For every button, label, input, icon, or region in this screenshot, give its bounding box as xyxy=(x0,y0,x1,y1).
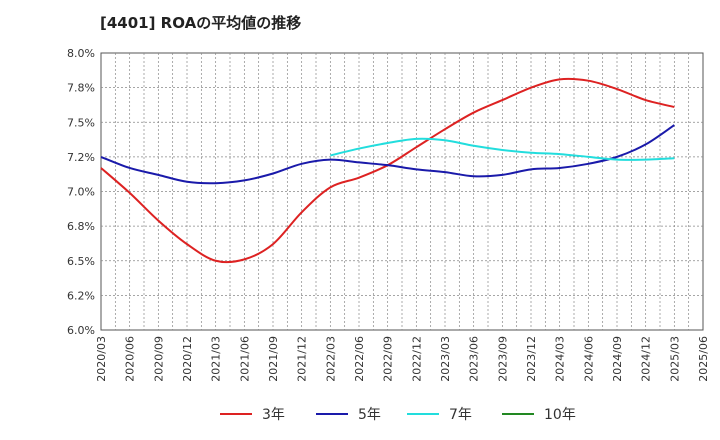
grid xyxy=(100,52,704,331)
legend-label: 3年 xyxy=(262,407,285,423)
x-tick-label: 2022/09 xyxy=(382,336,395,382)
y-tick-label: 6.2% xyxy=(67,289,95,302)
legend-label: 10年 xyxy=(544,407,576,423)
x-tick-label: 2020/12 xyxy=(181,336,194,382)
x-tick-label: 2022/12 xyxy=(410,336,423,382)
x-tick-label: 2021/06 xyxy=(238,336,251,382)
legend: 3年 5年 7年 10年 xyxy=(220,407,576,423)
x-tick-label: 2024/03 xyxy=(554,336,567,382)
y-axis: 8.0% 7.8% 7.5% 7.2% 7.0% 6.8% 6.5% 6.2% 6.0% xyxy=(67,47,95,337)
x-tick-label: 2021/09 xyxy=(267,336,280,382)
legend-label: 7年 xyxy=(449,407,472,423)
x-tick-label: 2021/03 xyxy=(210,336,223,382)
x-tick-label: 2023/12 xyxy=(525,336,538,382)
x-tick-label: 2022/06 xyxy=(353,336,366,382)
y-tick-label: 7.8% xyxy=(67,82,95,95)
x-tick-label: 2020/06 xyxy=(124,336,137,382)
series-line-2 xyxy=(330,137,675,161)
x-tick-label: 2020/09 xyxy=(152,336,165,382)
x-tick-label: 2024/06 xyxy=(582,336,595,382)
y-tick-label: 6.5% xyxy=(67,255,95,268)
x-tick-label: 2022/03 xyxy=(324,336,337,382)
x-tick-label: 2024/09 xyxy=(611,336,624,382)
y-tick-label: 6.8% xyxy=(67,220,95,233)
series-lines xyxy=(100,77,675,264)
x-axis: 2020/03 2020/06 2020/09 2020/12 2021/03 2021/… xyxy=(95,336,710,382)
x-tick-label: 2020/03 xyxy=(95,336,108,382)
y-tick-label: 7.5% xyxy=(67,116,95,129)
x-tick-label: 2023/06 xyxy=(468,336,481,382)
y-tick-label: 6.0% xyxy=(67,324,95,337)
series-line-1 xyxy=(100,124,675,185)
x-tick-label: 2024/12 xyxy=(640,336,653,382)
x-tick-label: 2025/03 xyxy=(668,336,681,382)
x-tick-label: 2023/09 xyxy=(496,336,509,382)
legend-label: 5年 xyxy=(358,407,381,423)
y-tick-label: 7.2% xyxy=(67,151,95,164)
x-tick-label: 2021/12 xyxy=(296,336,309,382)
chart-title: [4401] ROAの平均値の推移 xyxy=(100,14,301,32)
y-tick-label: 8.0% xyxy=(67,47,95,60)
x-tick-label: 2023/03 xyxy=(439,336,452,382)
y-tick-label: 7.0% xyxy=(67,186,95,199)
x-tick-label: 2025/06 xyxy=(697,336,710,382)
